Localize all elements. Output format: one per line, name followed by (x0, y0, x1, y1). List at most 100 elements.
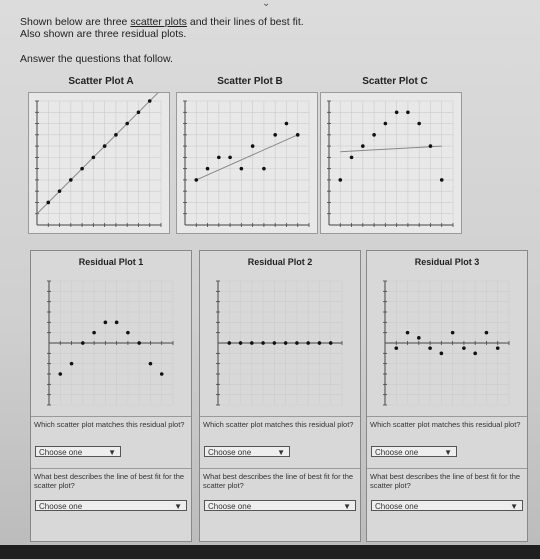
data-point (495, 346, 500, 350)
data-point (114, 133, 118, 137)
match-select-3-value: Choose one (375, 448, 419, 457)
data-point (273, 133, 277, 137)
data-point (261, 341, 265, 345)
data-point (80, 166, 84, 171)
data-point (405, 330, 410, 335)
data-point (439, 351, 444, 356)
chevron-down-icon: ▼ (174, 502, 182, 511)
match-select-3[interactable]: Choose one ▼ (371, 446, 457, 457)
residual-panel-2: Residual Plot 2 Which scatter plot match… (199, 250, 361, 542)
question-match-1: Which scatter plot matches this residual… (31, 416, 191, 432)
scatter-plot-a-title: Scatter Plot A (68, 76, 134, 87)
data-point (125, 121, 129, 126)
scatter-plot-b (176, 92, 318, 234)
best-fit-select-3-value: Choose one (375, 502, 419, 511)
data-point (217, 155, 221, 160)
data-point (250, 341, 254, 345)
data-point (194, 178, 199, 182)
bottom-bar (400, 545, 540, 559)
residual-plot-3-svg (383, 280, 510, 406)
data-point (227, 341, 232, 345)
data-point (295, 133, 300, 137)
data-point (250, 144, 255, 148)
chevron-down-icon: ▼ (343, 502, 351, 511)
intro-line2: Also shown are three residual plots. (20, 28, 187, 40)
best-fit-line (196, 134, 298, 181)
scatter-plot-c-svg (327, 100, 454, 227)
data-point (57, 189, 62, 193)
scatter-plot-a-svg (35, 93, 162, 227)
data-point (417, 336, 421, 340)
question-best-fit-2: What best describes the line of best fit… (200, 468, 360, 493)
data-point (91, 155, 96, 160)
data-point (317, 341, 322, 345)
data-point (462, 346, 466, 350)
intro-line1: Shown below are three (20, 16, 128, 28)
data-point (239, 166, 244, 171)
data-point (148, 361, 153, 366)
data-point (283, 341, 288, 345)
residual-plot-2-title: Residual Plot 2 (247, 257, 313, 267)
answer-instruction: Answer the questions that follow. (20, 53, 173, 65)
question-best-fit-3: What best describes the line of best fit… (367, 468, 527, 493)
data-point (137, 341, 141, 345)
residual-panel-1: Residual Plot 1 Which scatter plot match… (30, 250, 192, 542)
intro-line1-end: and their lines of best fit. (189, 16, 304, 28)
data-point (136, 110, 141, 115)
data-point (349, 155, 354, 160)
intro-text: Shown below are three scatter plots and … (20, 16, 304, 40)
data-point (383, 121, 388, 126)
residual-plot-1-title: Residual Plot 1 (78, 257, 144, 267)
data-point (114, 320, 119, 325)
chevron-down-icon: ▼ (510, 502, 518, 511)
best-fit-select-1-value: Choose one (39, 502, 83, 511)
data-point (450, 330, 455, 335)
question-best-fit-1: What best describes the line of best fit… (31, 468, 191, 493)
data-point (69, 178, 73, 182)
data-point (428, 144, 433, 148)
match-select-1[interactable]: Choose one ▼ (35, 446, 121, 457)
match-select-2[interactable]: Choose one ▼ (204, 446, 290, 457)
residual-plot-2-svg (216, 280, 343, 406)
data-point (92, 330, 96, 335)
scatter-plots-link[interactable]: scatter plots (130, 16, 187, 28)
best-fit-select-2[interactable]: Choose one ▼ (204, 500, 356, 511)
data-point (126, 330, 130, 335)
scatter-plot-b-title: Scatter Plot B (217, 76, 283, 87)
data-point (372, 133, 376, 137)
data-point (238, 341, 243, 345)
data-point (284, 121, 289, 126)
chevron-down-icon: ▼ (444, 448, 452, 457)
data-point (102, 144, 107, 148)
best-fit-line (340, 145, 442, 153)
data-point (394, 110, 399, 115)
data-point (103, 320, 108, 325)
chevron-down-icon[interactable]: ⌄ (262, 0, 271, 9)
data-point (473, 351, 477, 356)
data-point (338, 178, 343, 182)
question-match-2: Which scatter plot matches this residual… (200, 416, 360, 432)
worksheet: ⌄ Shown below are three scatter plots an… (0, 0, 540, 545)
data-point (147, 99, 152, 103)
data-point (295, 341, 299, 345)
data-point (58, 372, 63, 376)
residual-plot-1-svg (47, 280, 174, 406)
best-fit-select-3[interactable]: Choose one ▼ (371, 500, 523, 511)
chevron-down-icon: ▼ (108, 448, 116, 457)
best-fit-select-1[interactable]: Choose one ▼ (35, 500, 187, 511)
data-point (484, 330, 489, 335)
best-fit-line (36, 93, 159, 215)
question-match-3: Which scatter plot matches this residual… (367, 416, 527, 432)
scatter-plot-a (28, 92, 170, 234)
scatter-plot-c (320, 92, 462, 234)
data-point (394, 346, 399, 350)
match-select-2-value: Choose one (208, 448, 252, 457)
best-fit-select-2-value: Choose one (208, 502, 252, 511)
data-point (69, 361, 74, 366)
data-point (46, 200, 51, 205)
scatter-plot-b-svg (183, 100, 310, 227)
match-select-1-value: Choose one (39, 448, 83, 457)
data-point (428, 346, 432, 350)
data-point (406, 110, 410, 115)
scatter-plot-c-title: Scatter Plot C (362, 76, 428, 87)
